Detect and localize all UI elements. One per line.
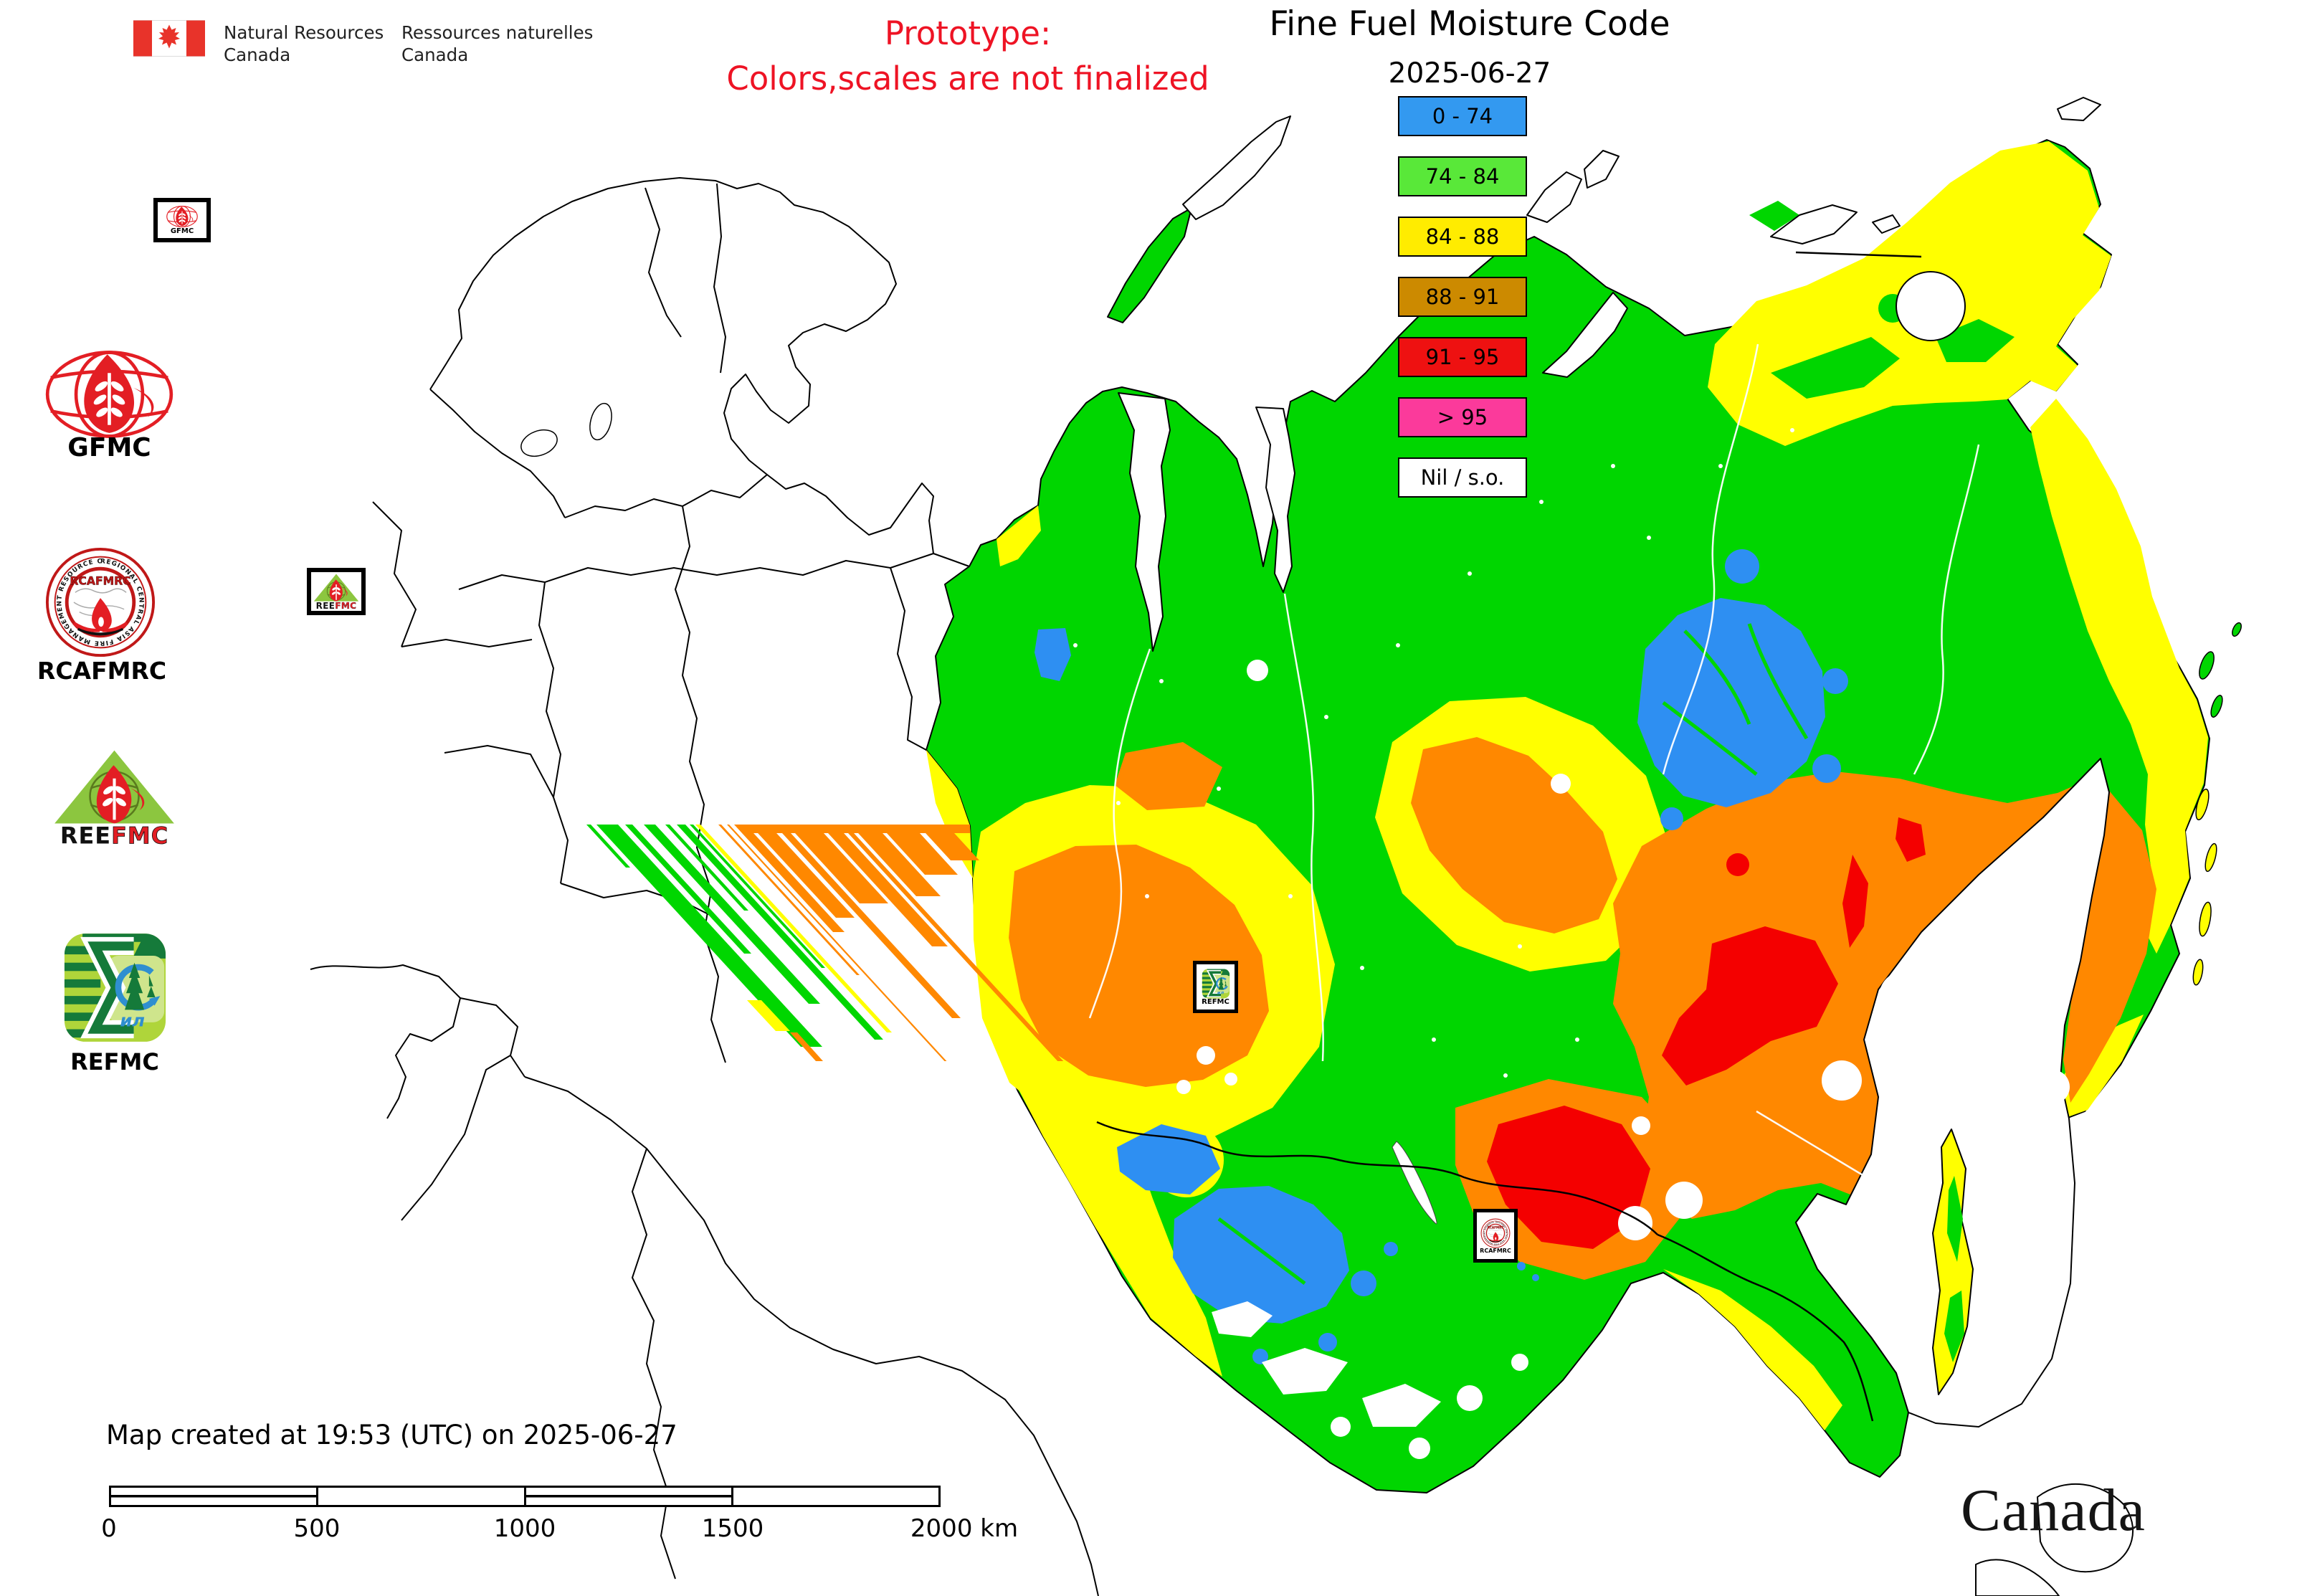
kuril-islands — [2192, 622, 2242, 986]
map-created-text: Map created at 19:53 (UTC) on 2025-06-27 — [106, 1420, 677, 1450]
sea-of-okhotsk — [1795, 758, 2110, 1428]
nrcan-fr-line1: Ressources naturelles — [401, 22, 594, 43]
refmc-logo — [63, 932, 167, 1043]
canada-wordmark: Canada — [1961, 1476, 2302, 1545]
speckle — [1073, 428, 1794, 1078]
ob-gulf — [1118, 392, 1171, 652]
legend-item-91-95: 91 - 95 — [1398, 337, 1527, 377]
scale-tick-1000: 1000 — [493, 1514, 556, 1543]
gfmc-logo — [39, 348, 179, 441]
canada-wordmark-text: Canada — [1961, 1477, 2146, 1544]
ffmc-blue-regions — [1035, 549, 1848, 1364]
canada-flag-icon — [133, 19, 205, 58]
islands — [1107, 97, 2242, 1596]
rcafmrc-marker-icon — [1480, 1218, 1511, 1248]
prototype-line1: Prototype: — [884, 14, 1052, 52]
novaya-zemlya-north — [1182, 115, 1291, 220]
scale-segment — [111, 1488, 319, 1505]
legend-item-84-88: 84 - 88 — [1398, 217, 1527, 257]
nrcan-en-line2: Canada — [224, 44, 291, 66]
legend-label: 84 - 88 — [1425, 224, 1500, 249]
scale-segment — [318, 1488, 526, 1505]
scale-segment — [525, 1488, 733, 1505]
scale-tick-500: 500 — [293, 1514, 341, 1543]
legend-item-gt-95: > 95 — [1398, 397, 1527, 437]
lakes-and-gaps — [1176, 660, 2070, 1459]
scale-tick-2000: 2000 km — [910, 1514, 1019, 1543]
scale-tick-0: 0 — [101, 1514, 117, 1543]
refmc-marker-icon — [1202, 969, 1230, 999]
legend-label: 91 - 95 — [1425, 345, 1500, 369]
nrcan-en-line1: Natural Resources — [224, 22, 384, 43]
legend-label: Nil / s.o. — [1420, 465, 1505, 490]
gfmc-map-marker: GFMC — [153, 198, 211, 242]
yenisei-gulf — [1255, 407, 1295, 593]
novaya-zemlya-south — [1107, 207, 1192, 323]
anadyr-gulf — [1896, 271, 1966, 341]
nrcan-fr-line2: Canada — [401, 44, 469, 66]
hokkaido-outline — [2037, 1483, 2134, 1573]
legend-item-nil: Nil / s.o. — [1398, 457, 1527, 498]
legend-label: 74 - 84 — [1425, 164, 1500, 189]
reefmc-marker-icon — [313, 573, 360, 610]
rcafmrc-map-marker: RCAFMRC — [1473, 1209, 1518, 1263]
nrcan-logo-block: Natural Resources Canada Ressources natu… — [129, 10, 617, 82]
refmc-marker-label: REFMC — [1202, 997, 1230, 1006]
page-title: Fine Fuel Moisture Code — [1269, 4, 1670, 44]
refmc-map-marker: REFMC — [1193, 961, 1238, 1013]
lake-baikal — [1392, 1141, 1437, 1225]
scale-segment — [733, 1488, 938, 1505]
legend-label: 0 - 74 — [1432, 104, 1493, 128]
green-veins — [1217, 623, 1809, 1286]
scale-tick-1500: 1500 — [701, 1514, 764, 1543]
khatanga-gulf — [1542, 292, 1628, 378]
prototype-stripe-artifact — [586, 825, 1064, 1061]
gfmc-marker-label: GFMC — [170, 227, 194, 235]
legend-item-74-84: 74 - 84 — [1398, 156, 1527, 196]
reefmc-map-marker — [307, 568, 366, 615]
legend-label: > 95 — [1437, 405, 1488, 429]
gfmc-marker-icon — [163, 205, 201, 228]
rcafmrc-logo-label: RCAFMRC — [37, 657, 167, 685]
rcafmrc-logo — [44, 546, 156, 658]
country-borders — [1096, 251, 1922, 1422]
prototype-warning: Prototype: Colors,scales are not finaliz… — [660, 17, 1276, 95]
nodata-region-outlines — [310, 177, 1099, 1596]
arctic-islands — [1526, 97, 2101, 244]
map-date: 2025-06-27 — [1388, 57, 1551, 90]
european-lakes — [520, 402, 612, 457]
prototype-line2: Colors,scales are not finalized — [726, 60, 1209, 98]
legend-item-88-91: 88 - 91 — [1398, 277, 1527, 317]
rcafmrc-marker-label: RCAFMRC — [1480, 1247, 1511, 1254]
rivers — [1088, 343, 1980, 1177]
scale-bar — [109, 1486, 941, 1507]
legend-item-0-74: 0 - 74 — [1398, 96, 1527, 136]
sea-inlets — [1118, 271, 2110, 1428]
refmc-logo-label: REFMC — [70, 1048, 159, 1075]
gfmc-logo-label: GFMC — [67, 433, 151, 462]
reefmc-logo — [52, 747, 177, 847]
honshu-outline — [1975, 1559, 2060, 1596]
legend-label: 88 - 91 — [1425, 285, 1500, 309]
